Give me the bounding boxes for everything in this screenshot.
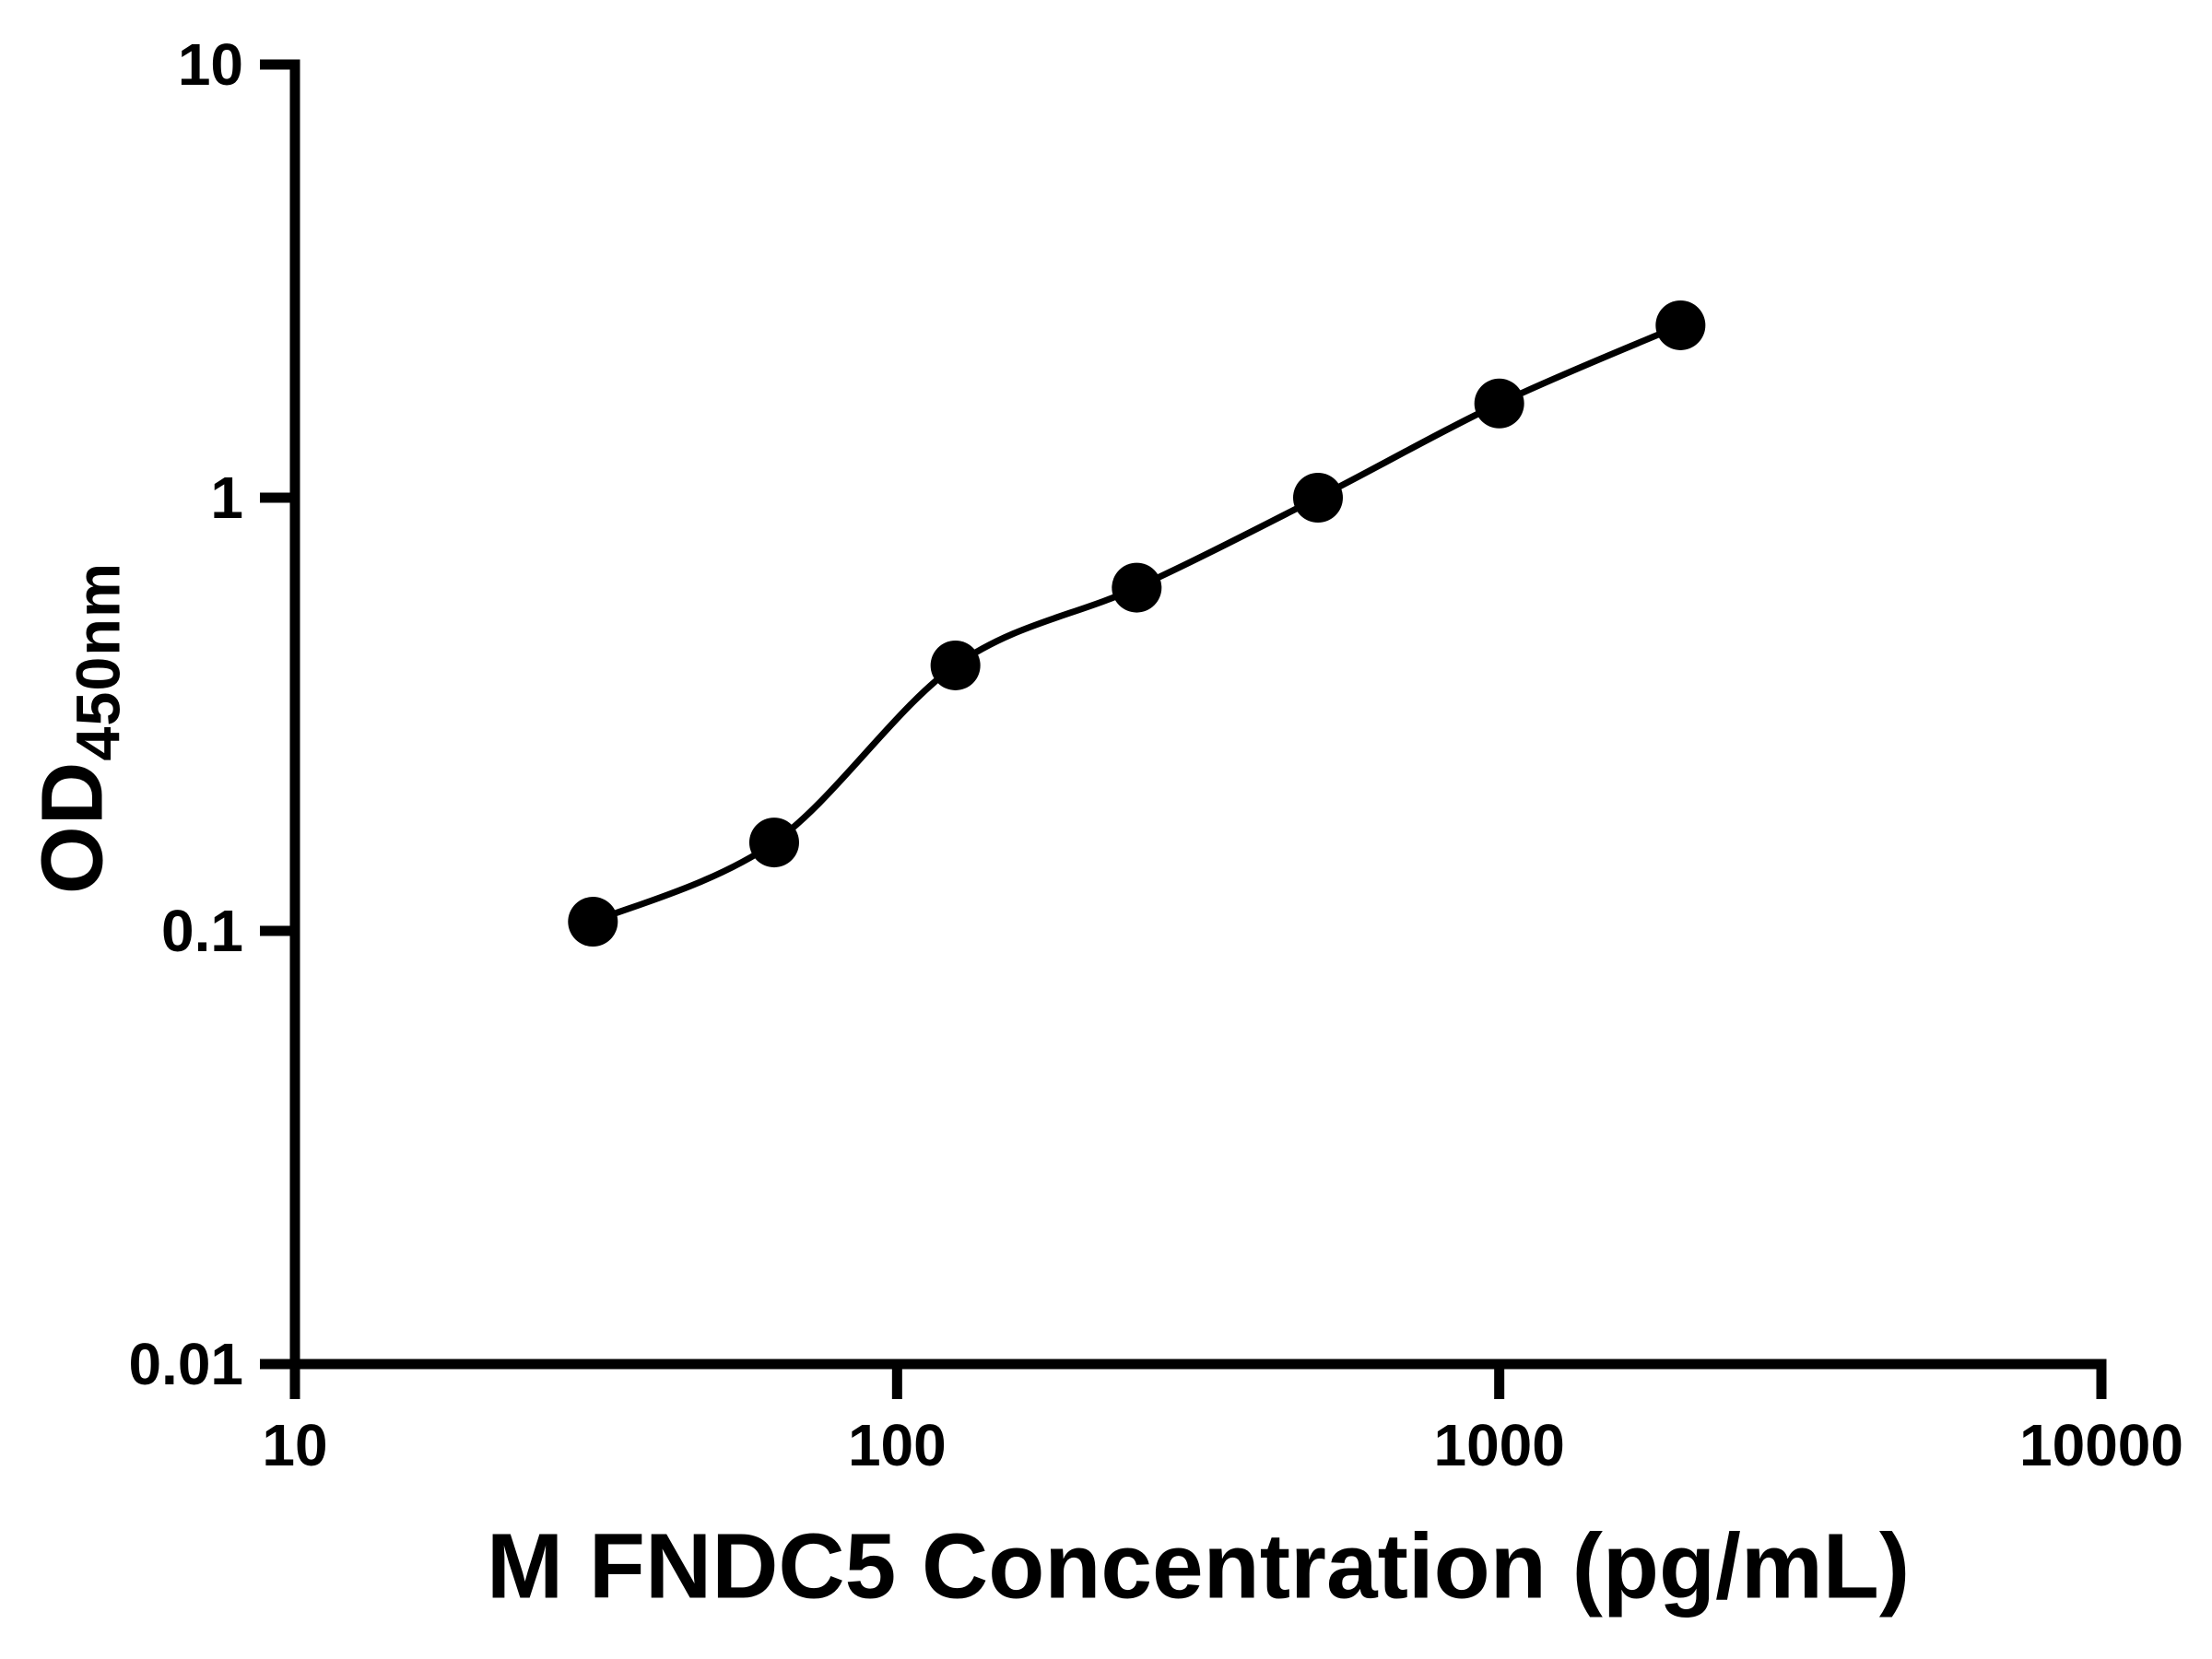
x-tick-label: 1000 (1433, 1412, 1564, 1478)
data-point-marker (1474, 378, 1524, 429)
y-tick-label: 0.01 (128, 1331, 243, 1397)
y-axis-title-subscript: 450nm (65, 561, 134, 761)
y-tick-label: 0.1 (161, 898, 243, 964)
data-point-marker (1292, 473, 1343, 523)
y-tick-label: 10 (178, 31, 243, 98)
x-axis-title: M FNDC5 Concentration (pg/mL) (486, 1514, 1911, 1618)
data-point-marker (930, 640, 981, 690)
data-point-marker (748, 818, 799, 868)
y-tick-label: 1 (210, 465, 243, 531)
data-point-marker (568, 897, 618, 947)
y-axis-title-main: OD (23, 760, 122, 895)
y-axis-title: OD450nm (23, 562, 135, 894)
data-point-marker (1655, 300, 1706, 350)
x-tick-label: 10 (262, 1412, 327, 1478)
x-tick-label: 100 (848, 1412, 947, 1478)
axis-spines (289, 59, 2107, 1370)
data-point-marker (1112, 562, 1162, 613)
x-tick-label: 10000 (2019, 1412, 2183, 1478)
